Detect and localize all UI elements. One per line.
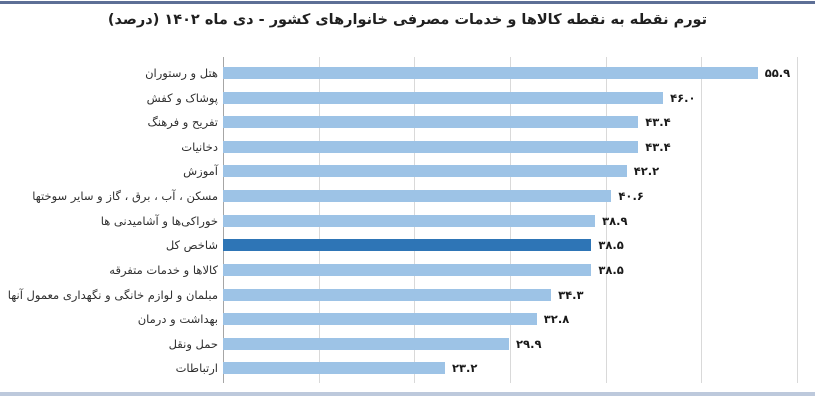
bar (223, 165, 627, 178)
bar (223, 263, 592, 276)
category-label: بهداشت و درمان (137, 312, 218, 327)
category-label: هتل و رستوران (145, 66, 218, 80)
category-label: مسکن ، آب ، برق ، گاز و سایر سوختها (32, 189, 218, 204)
bottom-border-line (0, 392, 815, 396)
bar (223, 116, 639, 129)
value-label: ۳۸.۵ (598, 262, 624, 277)
plot-area (223, 57, 798, 383)
bar (223, 190, 612, 203)
category-label: کالاها و خدمات متفرقه (109, 262, 218, 277)
value-label: ۳۲.۸ (543, 312, 570, 327)
top-border-line (0, 1, 815, 4)
category-label: تفریح و فرهنگ (147, 115, 218, 130)
bar (223, 140, 639, 153)
value-label: ۳۴.۳ (558, 287, 584, 302)
category-label: آموزش (183, 164, 218, 179)
gridline (797, 57, 798, 383)
category-label: پوشاک و کفش (146, 90, 218, 105)
bar (223, 91, 664, 104)
value-label: ۴۰.۶ (618, 189, 644, 204)
bar-highlight (223, 239, 592, 252)
category-label: مبلمان و لوازم خانگی و نگهداری معمول آنه… (7, 287, 218, 302)
bar (223, 313, 537, 326)
category-label: حمل ونقل (168, 336, 218, 351)
bar (223, 362, 445, 375)
value-label: ۳۸.۹ (602, 213, 628, 228)
value-label: ۴۳.۴ (645, 115, 671, 130)
bar (223, 337, 510, 350)
bar (223, 288, 552, 301)
category-label: ارتباطات (175, 361, 218, 376)
category-label: خوراکی‌ها و آشامیدنی ها (100, 213, 218, 228)
bar (223, 214, 596, 227)
value-label: ۲۹.۹ (516, 336, 542, 351)
category-label: دخانیات (181, 139, 218, 154)
category-label: شاخص کل (165, 238, 218, 253)
value-label: ۴۲.۲ (633, 164, 660, 179)
value-label: ۵۵.۹ (764, 66, 791, 80)
value-label: ۴۶.۰ (670, 90, 696, 105)
gridline (701, 57, 703, 383)
chart-title: تورم نقطه به نقطه کالاها و خدمات مصرفی خ… (107, 12, 708, 28)
value-label: ۴۳.۴ (645, 139, 671, 154)
value-label: ۲۳.۲ (451, 361, 478, 376)
gridline (605, 57, 607, 383)
value-label: ۳۸.۵ (598, 238, 624, 253)
bar (223, 67, 758, 79)
